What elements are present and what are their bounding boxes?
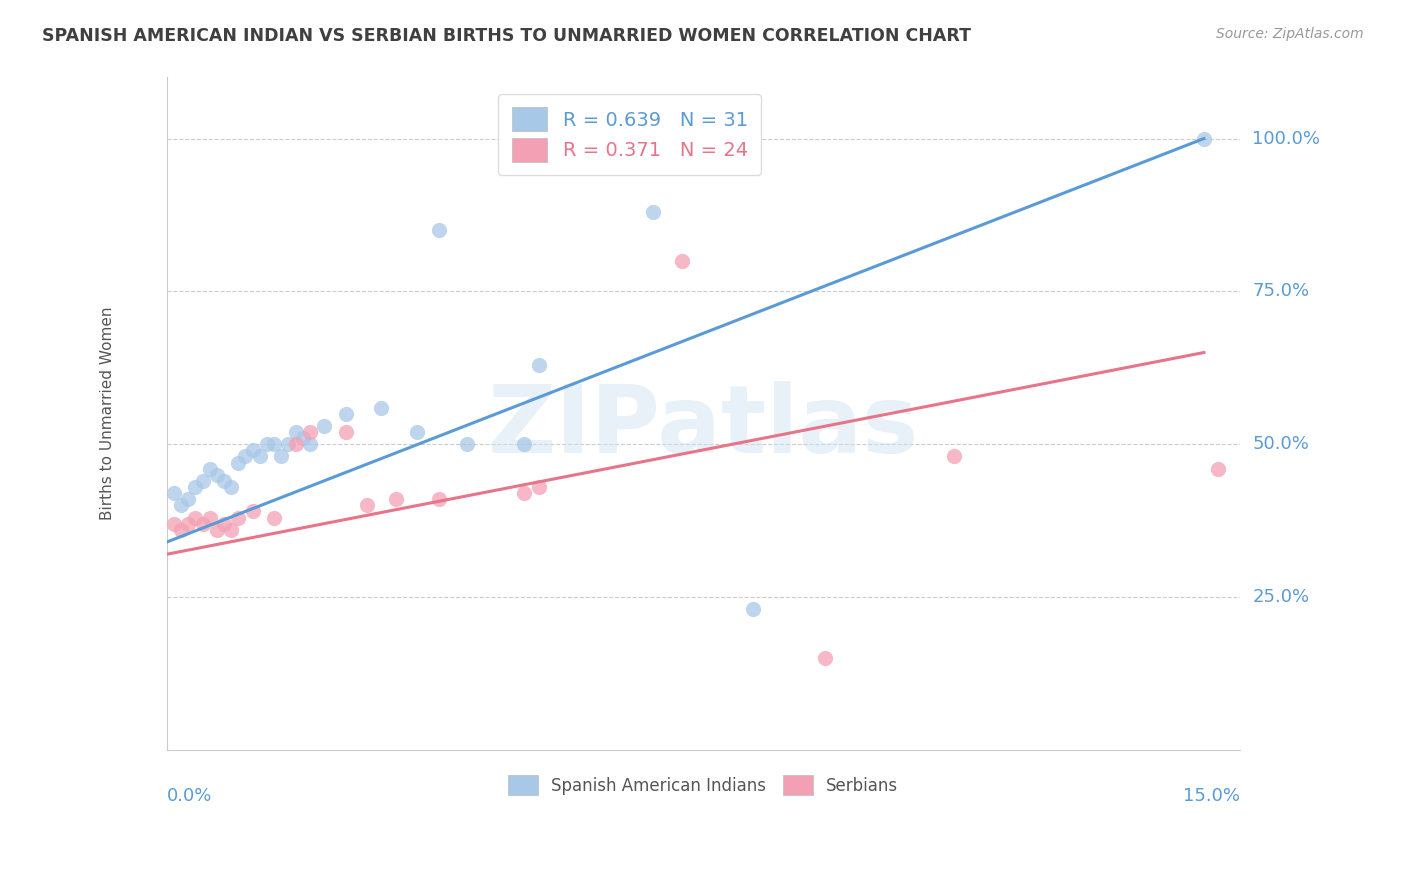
Text: ZIPatlas: ZIPatlas [488,381,920,473]
Point [513,437,536,451]
Point [384,492,406,507]
Text: 100.0%: 100.0% [1253,129,1320,147]
Point [643,205,665,219]
Point [291,431,314,445]
Point [212,474,235,488]
Point [219,523,242,537]
Point [256,437,278,451]
Point [249,450,271,464]
Text: Source: ZipAtlas.com: Source: ZipAtlas.com [1216,27,1364,41]
Point [356,499,378,513]
Point [527,358,550,372]
Point [298,425,321,439]
Text: Births to Unmarried Women: Births to Unmarried Women [100,307,115,520]
Point [235,450,257,464]
Point [314,418,336,433]
Point [671,253,693,268]
Point [427,492,450,507]
Point [191,474,214,488]
Text: 0.0%: 0.0% [167,787,212,805]
Point [242,504,264,518]
Point [170,499,193,513]
Point [219,480,242,494]
Point [277,437,299,451]
Point [1192,131,1215,145]
Text: 15.0%: 15.0% [1182,787,1240,805]
Point [198,510,221,524]
Point [298,437,321,451]
Point [284,425,307,439]
Point [527,480,550,494]
Point [406,425,429,439]
Point [814,651,837,665]
Text: 75.0%: 75.0% [1253,283,1309,301]
Point [370,401,392,415]
Point [335,407,357,421]
Point [284,437,307,451]
Text: 25.0%: 25.0% [1253,588,1309,606]
Text: SPANISH AMERICAN INDIAN VS SERBIAN BIRTHS TO UNMARRIED WOMEN CORRELATION CHART: SPANISH AMERICAN INDIAN VS SERBIAN BIRTH… [42,27,972,45]
Text: 50.0%: 50.0% [1253,435,1309,453]
Point [163,516,186,531]
Point [1206,461,1229,475]
Point [198,461,221,475]
Point [263,437,285,451]
Point [184,480,207,494]
Point [335,425,357,439]
Point [263,510,285,524]
Point [184,510,207,524]
Point [942,450,965,464]
Point [177,492,200,507]
Legend: Spanish American Indians, Serbians: Spanish American Indians, Serbians [502,768,905,802]
Point [205,467,228,482]
Point [212,516,235,531]
Point [177,516,200,531]
Point [427,223,450,237]
Point [226,456,249,470]
Point [170,523,193,537]
Point [456,437,478,451]
Point [226,510,249,524]
Point [270,450,292,464]
Point [513,486,536,500]
Point [163,486,186,500]
Point [742,602,765,616]
Point [205,523,228,537]
Point [191,516,214,531]
Point [242,443,264,458]
